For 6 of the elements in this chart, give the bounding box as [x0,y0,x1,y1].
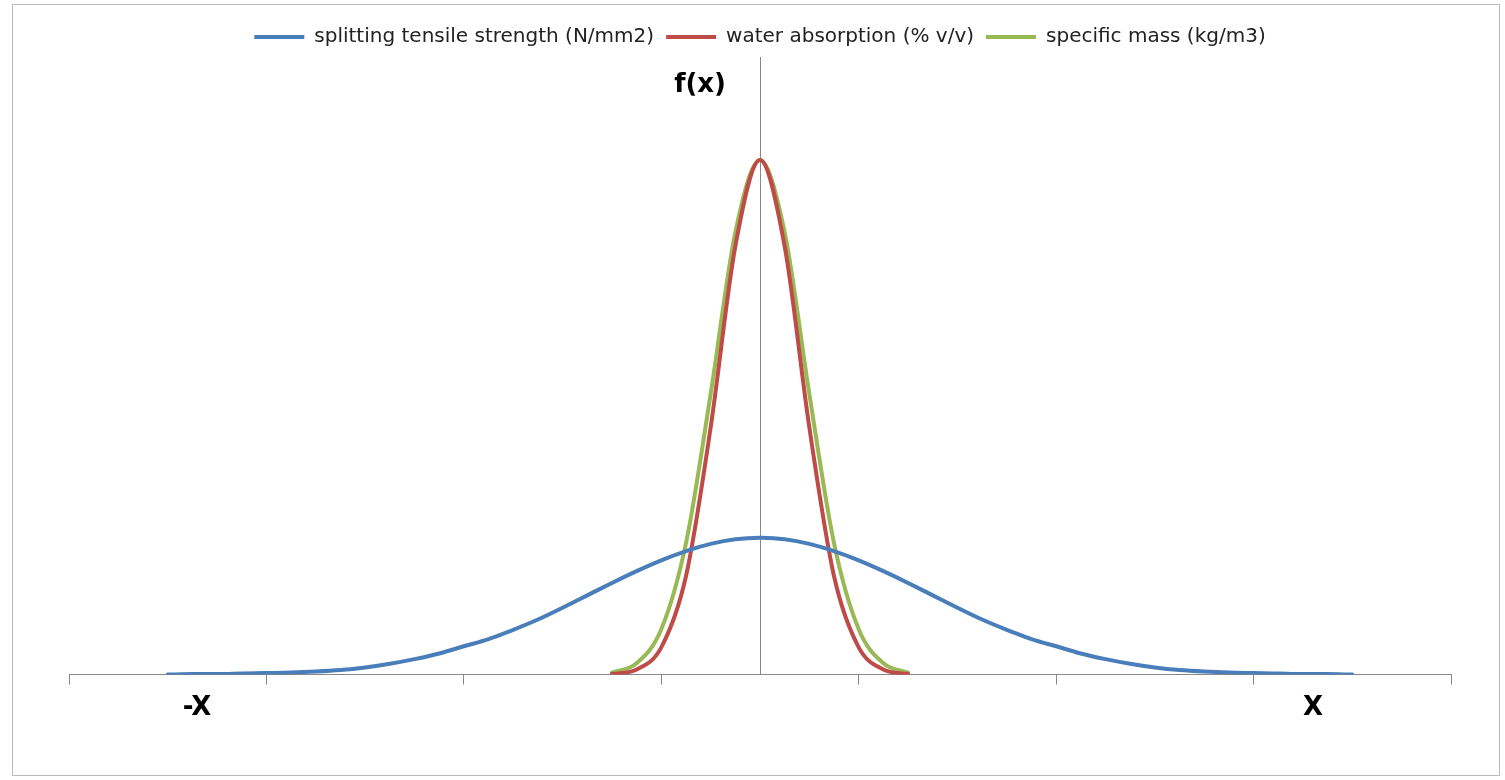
text: -X [182,691,212,722]
legend-label: splitting tensile strength (N/mm2) [314,23,655,48]
legend-label: specific mass (kg/m3) [1046,23,1266,48]
text: X [1302,691,1324,722]
legend-label: water absorption (% v/v) [726,23,975,48]
y-axis-title: f(x) [674,67,726,98]
